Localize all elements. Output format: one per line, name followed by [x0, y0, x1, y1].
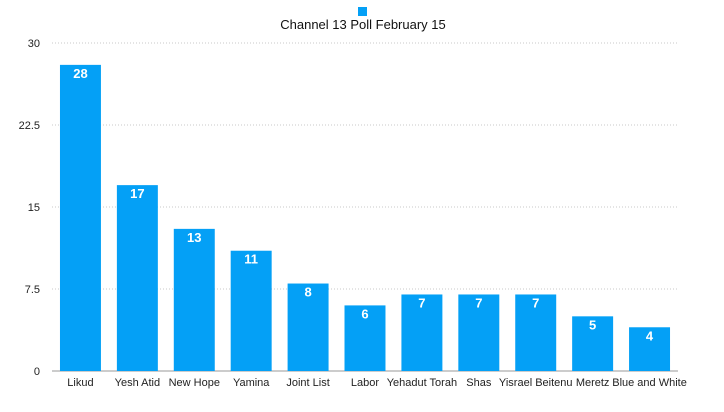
- bar: [230, 250, 272, 371]
- data-label: 7: [418, 295, 425, 310]
- x-tick-label: Meretz: [576, 377, 610, 389]
- bar: [401, 294, 443, 371]
- x-tick-label: Shas: [466, 377, 492, 389]
- x-tick-label: Labor: [351, 377, 379, 389]
- x-tick-label: Yesh Atid: [115, 377, 160, 389]
- data-labels: 28 17 13 11 8 6 7 7 7 5 4: [73, 66, 654, 343]
- bar: [59, 64, 101, 372]
- data-label: 6: [361, 306, 368, 321]
- data-label: 7: [475, 295, 482, 310]
- bar: [629, 327, 671, 371]
- bar: [287, 283, 329, 371]
- x-tick-label: Likud: [67, 377, 93, 389]
- bar: [344, 305, 386, 371]
- bar: [572, 316, 614, 371]
- legend-swatch: [358, 7, 367, 16]
- x-tick-label: Yisrael Beitenu: [499, 377, 573, 389]
- data-label: 11: [244, 252, 258, 267]
- y-tick-label: 15: [28, 202, 40, 214]
- y-axis: 0 7.5 15 22.5 30: [19, 38, 40, 378]
- bars: [59, 64, 671, 372]
- x-tick-label: Joint List: [286, 377, 329, 389]
- x-tick-label: Yehadut Torah: [387, 377, 457, 389]
- y-tick-label: 7.5: [25, 284, 40, 296]
- data-label: 17: [130, 186, 144, 201]
- x-tick-label: Blue and White: [612, 377, 687, 389]
- legend: Channel 13 Poll February 15: [280, 7, 446, 32]
- data-label: 7: [532, 295, 539, 310]
- data-label: 4: [646, 328, 654, 343]
- data-label: 13: [187, 230, 201, 245]
- x-tick-label: Yamina: [233, 377, 270, 389]
- legend-label: Channel 13 Poll February 15: [280, 17, 446, 32]
- bar: [116, 185, 158, 371]
- y-tick-label: 30: [28, 38, 40, 50]
- y-tick-label: 22.5: [19, 120, 40, 132]
- data-label: 28: [73, 66, 87, 81]
- y-tick-label: 0: [34, 366, 40, 378]
- x-axis: Likud Yesh Atid New Hope Yamina Joint List La…: [67, 377, 687, 389]
- x-tick-label: New Hope: [169, 377, 220, 389]
- data-label: 5: [589, 317, 596, 332]
- bar: [515, 294, 557, 371]
- bar: [173, 228, 215, 371]
- data-label: 8: [304, 285, 311, 300]
- bar: [458, 294, 500, 371]
